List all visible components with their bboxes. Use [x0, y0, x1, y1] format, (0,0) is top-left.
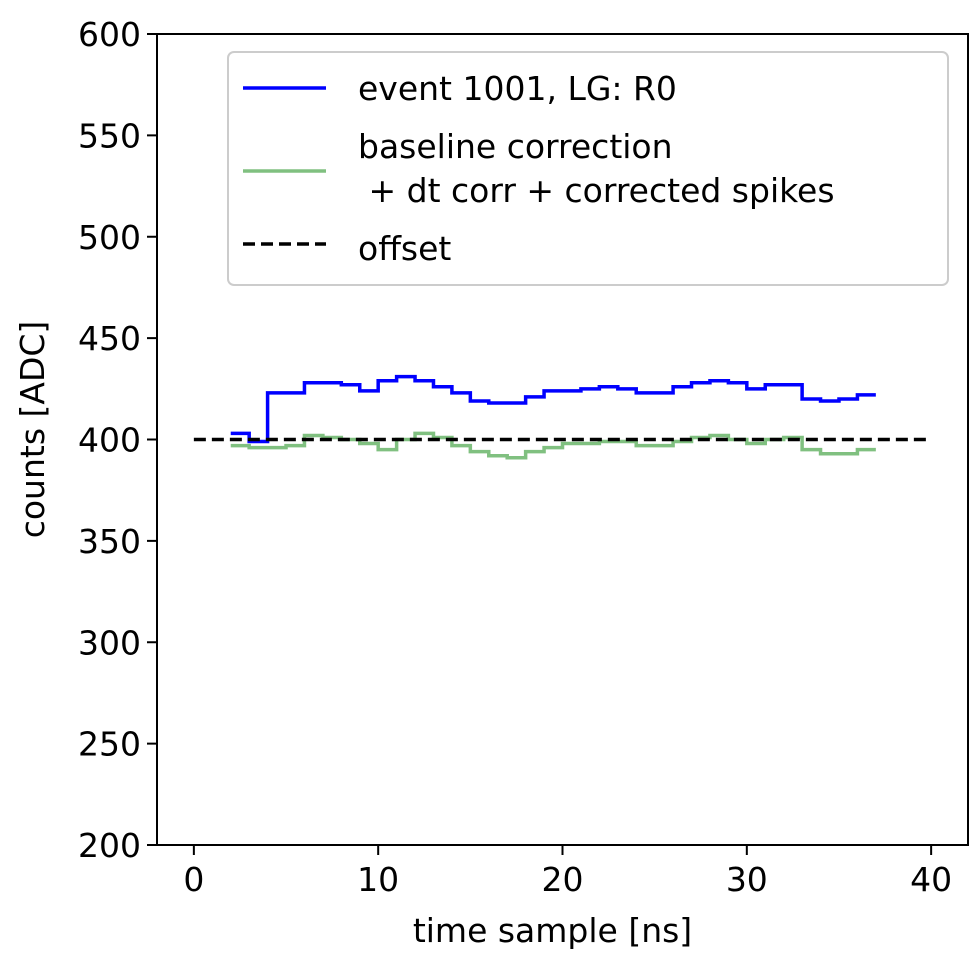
x-tick-label: 0	[183, 860, 204, 899]
y-axis-label: counts [ADC]	[13, 321, 52, 539]
y-tick-label: 500	[78, 218, 141, 257]
legend-label-2: baseline correction + dt corr + correcte…	[358, 127, 835, 210]
y-tick-label: 200	[78, 826, 141, 865]
x-tick-label: 20	[542, 860, 584, 899]
y-tick-label: 300	[78, 623, 141, 662]
series-layer	[193, 374, 932, 460]
y-tick-label: 600	[78, 15, 141, 54]
legend-label-1: event 1001, LG: R0	[358, 69, 677, 108]
y-tick-label: 350	[78, 522, 141, 561]
legend: event 1001, LG: R0 baseline correction + …	[227, 51, 949, 286]
x-axis-label: time sample [ns]	[413, 911, 692, 950]
y-tick-label: 250	[78, 725, 141, 764]
y-tick-label: 400	[78, 421, 141, 460]
y-tick-label: 450	[78, 319, 141, 358]
series-line-1	[230, 374, 876, 444]
x-tick-label: 10	[357, 860, 399, 899]
legend-label-3: offset	[358, 229, 451, 268]
y-tick-label: 550	[78, 116, 141, 155]
x-tick-label: 40	[910, 860, 952, 899]
axes-layer: 0 10 20 30 40 200 250 300 350 400 450 500 550 600 time…	[13, 15, 969, 950]
legend-box	[227, 51, 949, 286]
x-tick-label: 30	[726, 860, 768, 899]
